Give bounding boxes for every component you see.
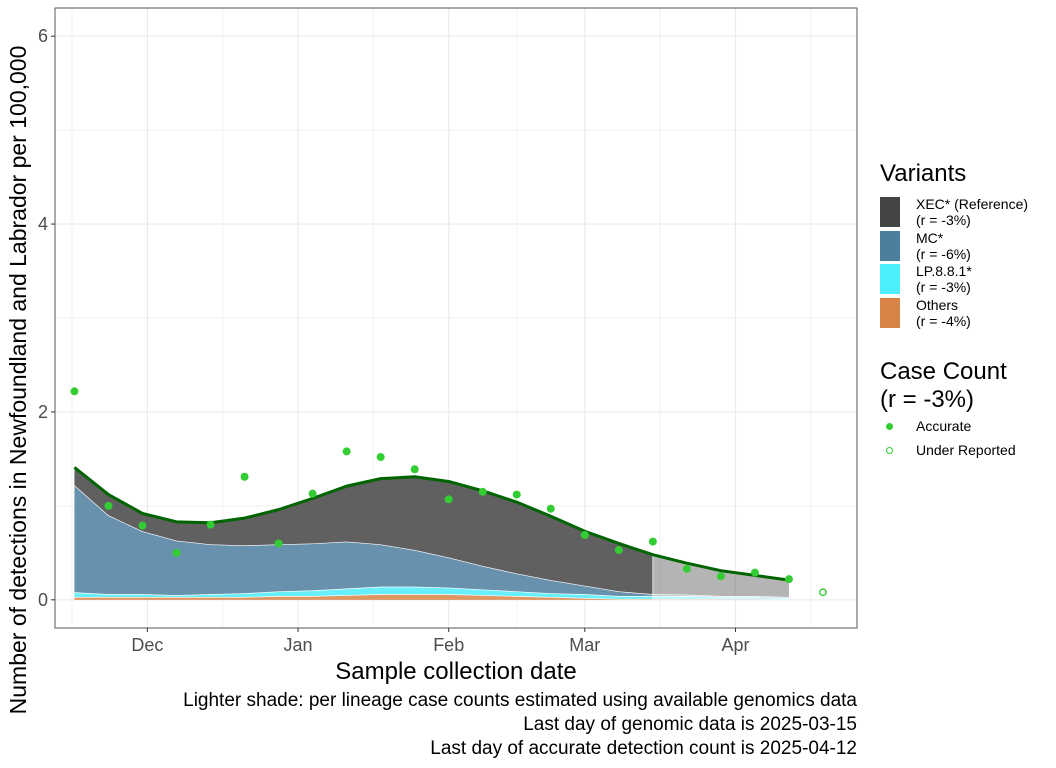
accurate-point bbox=[614, 546, 623, 555]
accurate-point bbox=[512, 490, 521, 499]
accurate-point bbox=[172, 548, 181, 557]
accurate-point bbox=[138, 521, 147, 530]
legend-item-mc: MC* (r = -6%) bbox=[880, 230, 1056, 264]
caption-line-1: Lighter shade: per lineage case counts e… bbox=[183, 690, 857, 711]
plot-border bbox=[54, 7, 858, 629]
accurate-point bbox=[70, 387, 79, 396]
legend-item-under-reported: Under Reported bbox=[880, 442, 1056, 466]
legend-label-under-reported: Under Reported bbox=[916, 442, 1016, 458]
x-tick-label: Dec bbox=[131, 635, 163, 655]
x-tick-label: Mar bbox=[569, 635, 600, 655]
accurate-marker-icon bbox=[886, 423, 893, 430]
y-axis-label: Number of detections in Newfoundland and… bbox=[5, 46, 31, 715]
under-reported-point bbox=[819, 588, 827, 597]
legend-series-note: (r = -3%) bbox=[916, 212, 971, 228]
x-tick-label: Apr bbox=[721, 635, 749, 655]
legend-swatch-lp-8-8-1 bbox=[880, 264, 900, 294]
legend-series-name: Others bbox=[916, 296, 959, 313]
legend-series-note: (r = -4%) bbox=[916, 312, 971, 329]
accurate-point bbox=[478, 487, 487, 496]
x-tick-label: Jan bbox=[284, 635, 313, 655]
y-tick-label: 0 bbox=[38, 590, 48, 610]
total-trend-line bbox=[73, 466, 790, 582]
legend-label-lp-8-8-1: LP.8.8.1* (r = -3%) bbox=[916, 263, 972, 295]
legend-series-note: (r = -6%) bbox=[916, 245, 971, 262]
area-xec-reference bbox=[74, 467, 653, 595]
accurate-point bbox=[274, 539, 283, 548]
legend-item-xec-reference: XEC* (Reference) (r = -3%) bbox=[880, 196, 1056, 230]
legend-series-name: MC* bbox=[916, 229, 944, 246]
legend-item-accurate: Accurate bbox=[880, 418, 1056, 442]
area-lp-8-8-1 bbox=[74, 586, 653, 599]
accurate-point bbox=[784, 575, 793, 584]
accurate-point bbox=[444, 495, 453, 504]
accurate-point bbox=[682, 564, 691, 573]
y-tick-label: 4 bbox=[38, 214, 48, 234]
accurate-point bbox=[410, 465, 419, 474]
case-count-note: (r = -3%) bbox=[880, 386, 975, 413]
legend-title-case-count: Case Count (r = -3%) bbox=[880, 358, 1056, 414]
legend-label-others: Others (r = -4%) bbox=[916, 297, 971, 329]
legend-label-xec-reference: XEC* (Reference) (r = -3%) bbox=[916, 196, 1028, 228]
legend-series-name: XEC* (Reference) bbox=[916, 196, 1029, 212]
y-tick-label: 6 bbox=[38, 26, 48, 46]
legend-series-note: (r = -3%) bbox=[916, 279, 971, 295]
x-tick-label: Feb bbox=[433, 635, 464, 655]
accurate-point bbox=[206, 520, 215, 529]
accurate-point bbox=[240, 472, 249, 481]
legend-series-name: LP.8.8.1* bbox=[916, 263, 972, 279]
accurate-point bbox=[308, 489, 317, 498]
x-axis-label: Sample collection date bbox=[335, 658, 576, 685]
legend-label-mc: MC* (r = -6%) bbox=[916, 230, 971, 262]
area-others bbox=[74, 594, 653, 600]
accurate-point bbox=[750, 568, 759, 577]
legend-item-others: Others (r = -4%) bbox=[880, 297, 1056, 331]
accurate-point bbox=[376, 453, 385, 462]
caption-line-3: Last day of accurate detection count is … bbox=[430, 738, 857, 759]
y-tick-label: 2 bbox=[38, 402, 48, 422]
area-mc bbox=[74, 485, 653, 597]
accurate-point bbox=[104, 501, 113, 510]
caption-line-2: Last day of genomic data is 2025-03-15 bbox=[523, 714, 857, 735]
accurate-point bbox=[546, 504, 555, 513]
legend-label-accurate: Accurate bbox=[916, 418, 972, 434]
legend-variant-list: XEC* (Reference) (r = -3%) MC* (r = -6%) LP.… bbox=[880, 196, 1056, 330]
case-count-title: Case Count bbox=[880, 358, 1007, 385]
under-reported-marker-icon bbox=[886, 447, 893, 454]
accurate-point bbox=[342, 447, 351, 456]
accurate-point bbox=[580, 531, 589, 539]
legend: Variants XEC* (Reference) (r = -3%) MC* (r … bbox=[880, 160, 1056, 466]
legend-swatch-others bbox=[880, 297, 900, 328]
legend-swatch-mc bbox=[880, 230, 900, 261]
legend-swatch-xec-reference bbox=[880, 197, 900, 227]
area-lp-8-8-1-estimated bbox=[652, 596, 789, 600]
accurate-point bbox=[648, 537, 657, 546]
legend-title-variants: Variants bbox=[880, 160, 967, 187]
legend-item-lp-8-8-1: LP.8.8.1* (r = -3%) bbox=[880, 263, 1056, 297]
accurate-point bbox=[716, 572, 725, 581]
